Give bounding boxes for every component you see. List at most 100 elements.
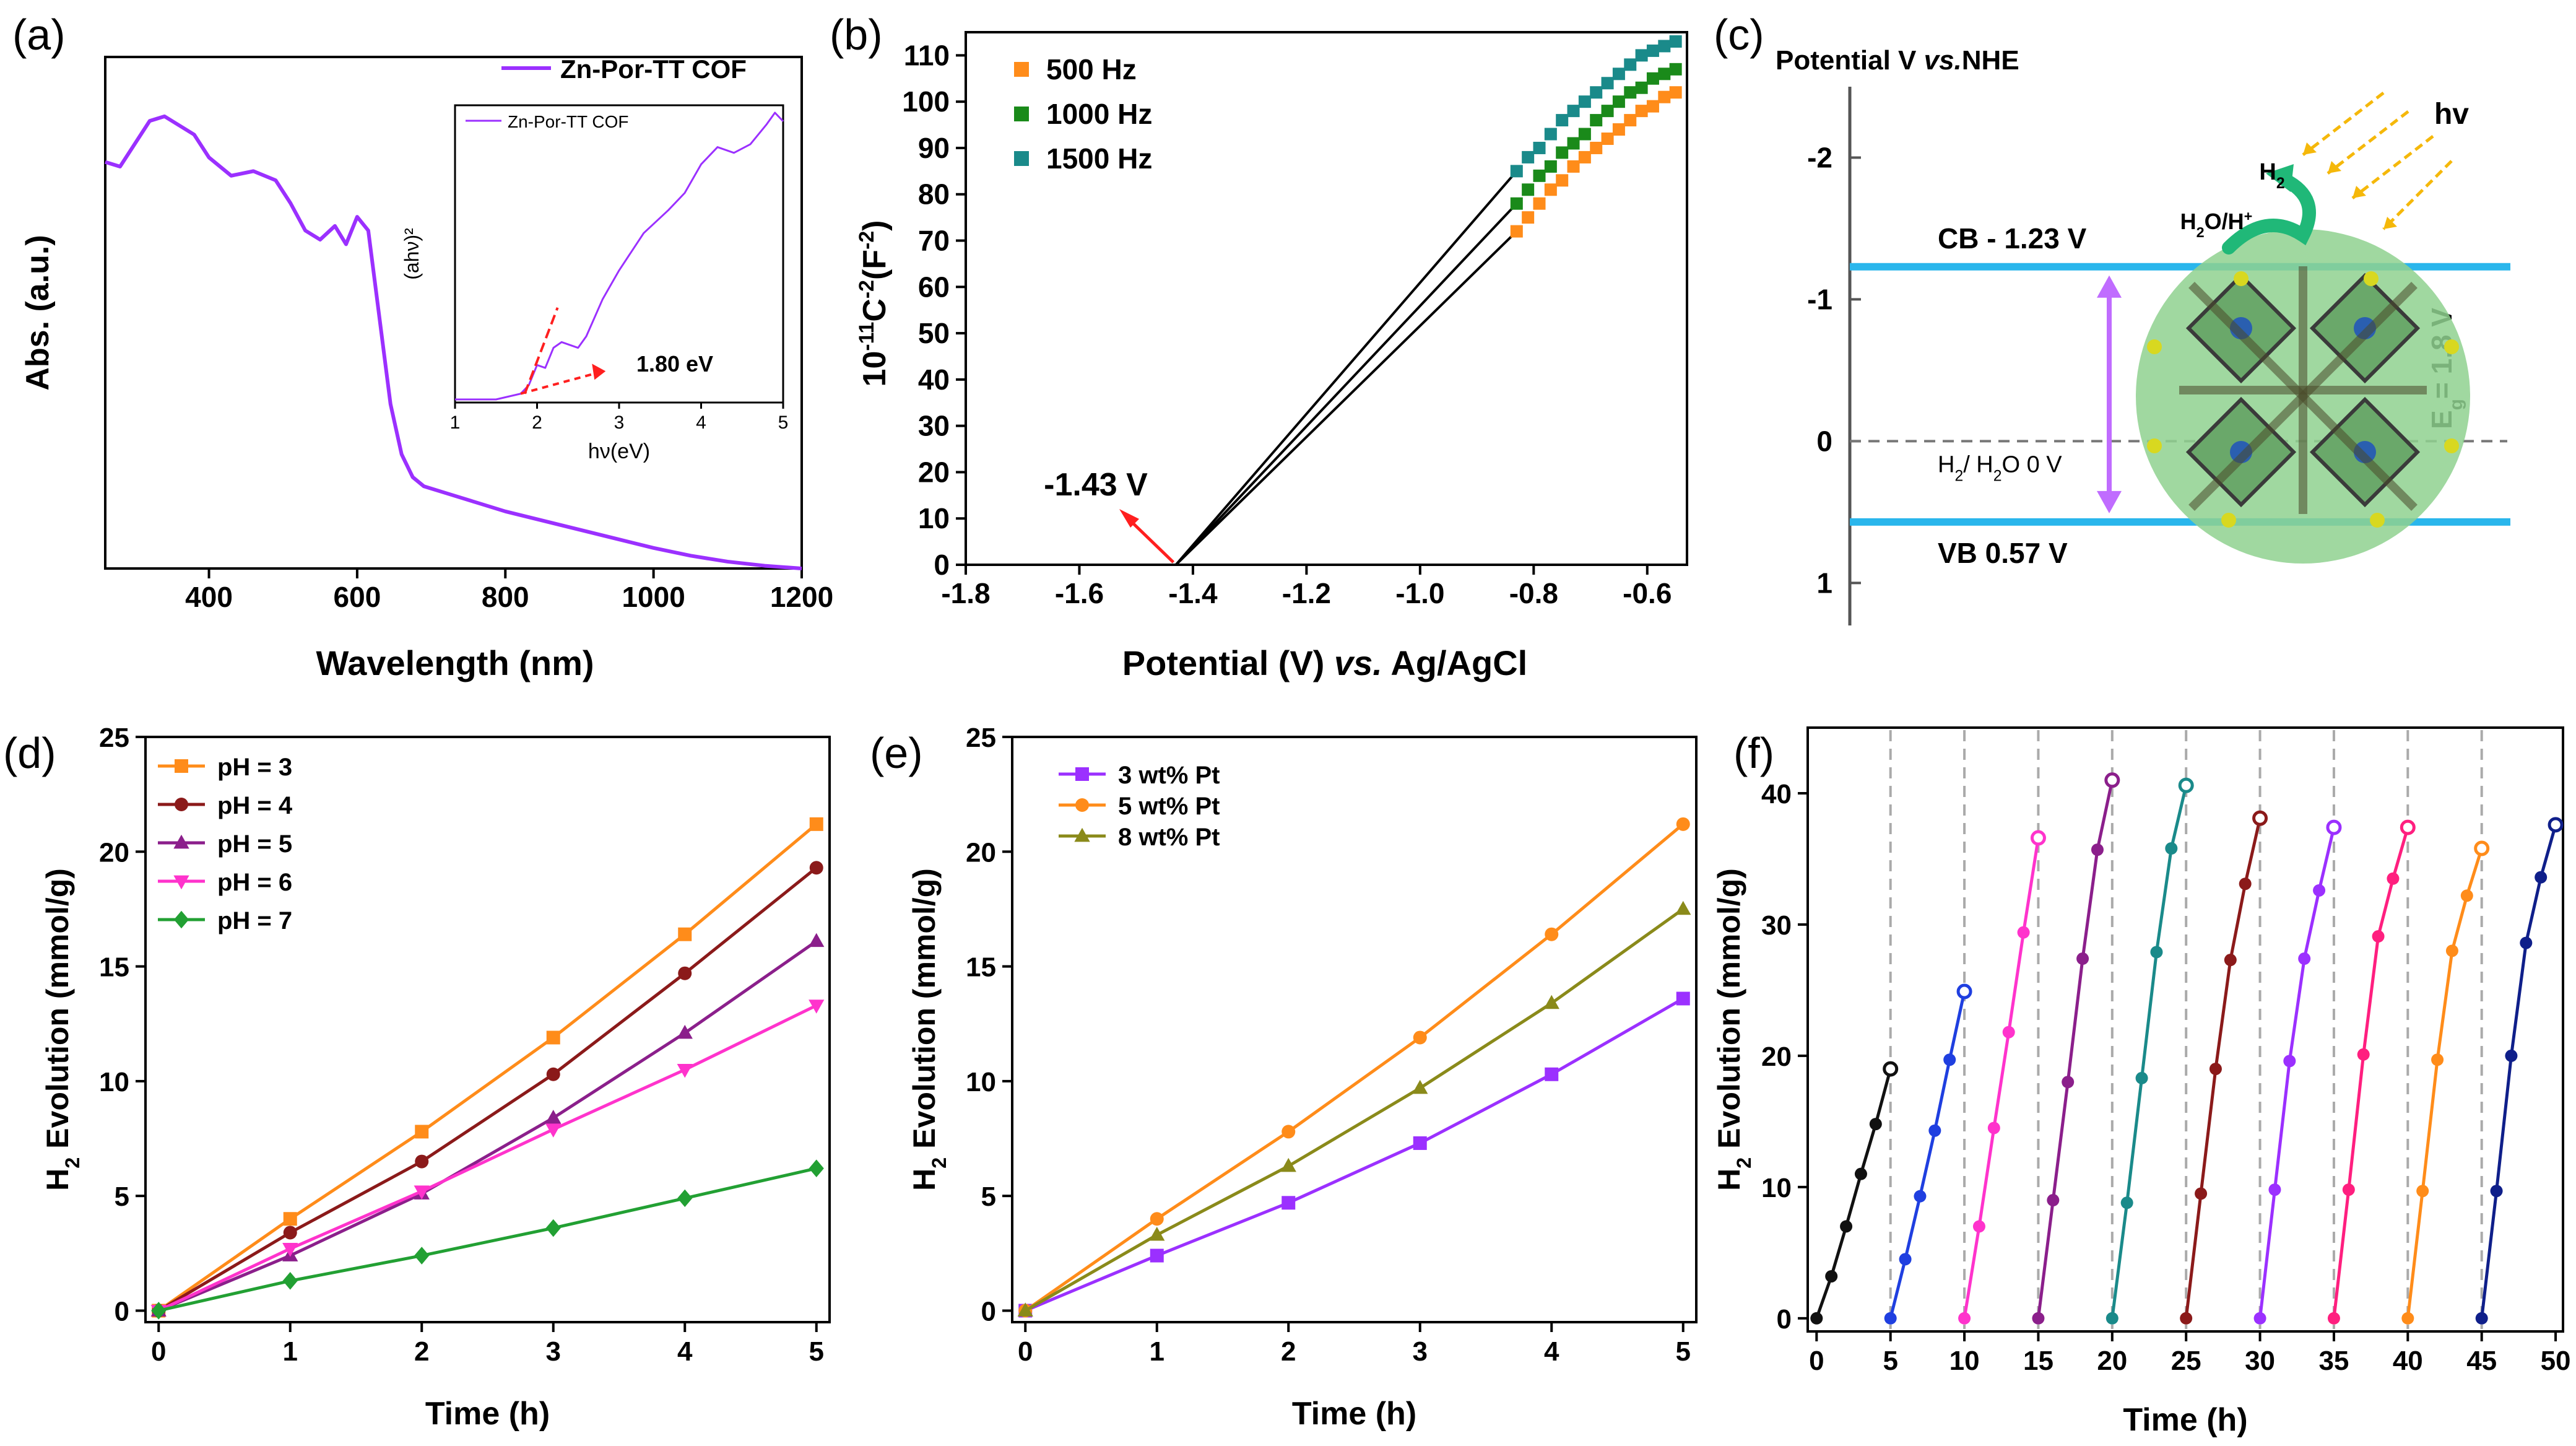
data-point — [677, 1024, 693, 1039]
y-tick-label: 15 — [966, 952, 996, 983]
x-tick-label: 25 — [2171, 1346, 2201, 1376]
y-axis-title: 10-11C-2(F-2) — [855, 220, 893, 387]
data-point — [1669, 35, 1682, 48]
inset-frame — [454, 104, 784, 404]
data-point — [283, 1212, 297, 1226]
y-axis-title: H2 Evolution (mmol/g) — [907, 868, 950, 1191]
legend-swatch — [1014, 62, 1029, 77]
data-point — [1675, 900, 1691, 915]
reactant-label: H2O/H+ — [2180, 208, 2253, 240]
data-point — [2252, 810, 2268, 826]
y-tick-label: 20 — [966, 837, 996, 868]
legend-marker — [1075, 767, 1089, 781]
data-point — [2076, 952, 2089, 965]
data-point — [678, 966, 692, 980]
legend-marker — [175, 759, 188, 773]
data-point — [1646, 44, 1659, 57]
data-point — [2032, 1312, 2045, 1325]
legend-label: 3 wt% Pt — [1118, 762, 1220, 789]
data-point — [1635, 49, 1648, 62]
x-tick-label: 400 — [185, 581, 233, 613]
x-tick-label: 600 — [334, 581, 381, 613]
y-tick-label: 10 — [918, 502, 950, 534]
data-point — [1413, 1030, 1427, 1045]
x-tick-label: 15 — [2023, 1346, 2053, 1376]
data-point — [1635, 105, 1648, 118]
legend-marker — [173, 834, 189, 849]
data-point — [2120, 1196, 2133, 1209]
data-point — [1556, 146, 1569, 159]
cof-sulfur — [2147, 438, 2162, 453]
axes-frame — [104, 56, 803, 570]
data-point — [1567, 105, 1580, 118]
legend-marker — [1075, 798, 1089, 812]
series-line — [157, 822, 818, 1312]
data-point — [1545, 927, 1559, 941]
data-point — [2342, 1183, 2355, 1196]
data-point — [1150, 1248, 1164, 1263]
data-point — [2253, 1312, 2266, 1325]
x-axis-title: Wavelength (nm) — [316, 643, 594, 682]
data-point — [2195, 1187, 2208, 1200]
data-point — [1676, 817, 1690, 831]
panel-label: (f) — [1733, 729, 1774, 777]
x-tick-label: -1.8 — [941, 577, 990, 609]
x-tick-label: -0.8 — [1509, 577, 1558, 609]
band-gap-arrow-head-bottom — [2097, 490, 2122, 513]
data-point — [2416, 1185, 2429, 1198]
data-point — [414, 1185, 430, 1200]
data-point — [2387, 872, 2400, 885]
data-point — [1510, 225, 1523, 238]
light-ray — [2327, 110, 2409, 175]
y-tick-label: 10 — [99, 1067, 129, 1097]
y-tick-label: 5 — [981, 1182, 996, 1212]
data-point — [2105, 1312, 2118, 1325]
y-axis-title: H2 Evolution (mmol/g) — [1712, 868, 1755, 1191]
y-tick-label: 0 — [1777, 1304, 1792, 1335]
band-gap-arrow-head-top — [2097, 275, 2122, 298]
legend-label: pH = 6 — [217, 869, 292, 896]
x-tick-label: 3 — [1413, 1336, 1428, 1367]
data-point — [1533, 141, 1546, 154]
x-tick-label: 5 — [1883, 1346, 1897, 1376]
data-point — [1017, 1302, 1033, 1317]
y-axis-title: Potential V vs.NHE — [1776, 45, 2019, 76]
data-point — [1676, 991, 1690, 1006]
data-point — [1149, 1226, 1165, 1241]
x-tick-label: 4 — [677, 1336, 693, 1367]
light-ray-head — [2353, 186, 2366, 198]
series-1000-hz — [1174, 63, 1682, 566]
fit-line — [1175, 230, 1518, 566]
series-cycle-4 — [2032, 772, 2120, 1325]
inset-x-tick-label: 3 — [614, 412, 625, 433]
cof-structure-illustration — [2136, 229, 2470, 564]
legend-label: 5 wt% Pt — [1118, 793, 1220, 820]
x-tick-label: 35 — [2318, 1346, 2349, 1376]
y-axis-title: H2 Evolution (mmol/g) — [40, 868, 84, 1191]
x-axis-title: Potential (V) vs. Ag/AgCl — [1122, 643, 1527, 682]
data-point — [1556, 174, 1569, 187]
series-line — [1024, 822, 1685, 1312]
legend-swatch — [1014, 107, 1029, 121]
data-point — [1280, 1157, 1296, 1172]
data-point — [2372, 930, 2385, 943]
data-point — [2178, 777, 2194, 793]
legend-label: 500 Hz — [1046, 53, 1137, 85]
data-point — [2401, 1312, 2414, 1325]
data-point — [1646, 100, 1659, 113]
data-point — [545, 1219, 561, 1237]
series-ph-5 — [150, 933, 825, 1317]
y-tick-label: 40 — [1761, 779, 1792, 809]
data-point — [678, 927, 692, 941]
legend-label: 8 wt% Pt — [1118, 824, 1220, 851]
cof-sulfur — [2234, 271, 2249, 286]
baseline-extrapolation — [520, 372, 595, 395]
cof-sulfur — [2221, 513, 2236, 528]
data-point — [546, 1067, 560, 1081]
data-point — [2209, 1063, 2222, 1076]
y-tick-label: 10 — [1761, 1173, 1792, 1203]
y-tick-label: 10 — [966, 1067, 996, 1097]
data-point — [2548, 817, 2564, 833]
data-point — [282, 1243, 298, 1257]
y-tick-label: 80 — [918, 178, 950, 211]
